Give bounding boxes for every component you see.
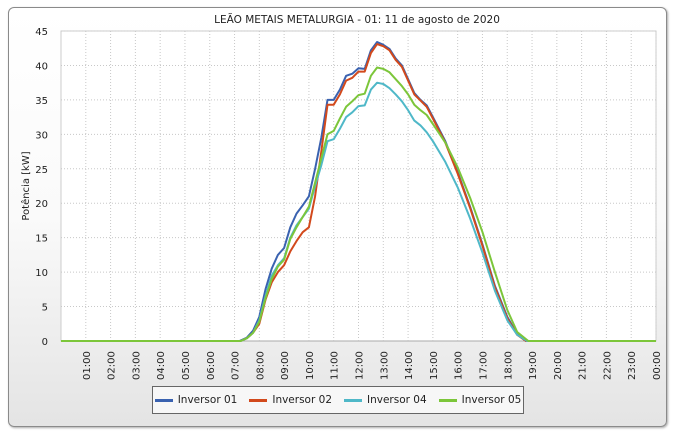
y-tick-label: 10 (35, 268, 48, 279)
x-tick-label: 15:00 (429, 351, 440, 380)
y-tick-label: 5 (42, 303, 48, 314)
x-tick-label: 22:00 (602, 351, 613, 380)
x-tick-label: 06:00 (206, 351, 217, 380)
series-line-inversor-05 (61, 66, 656, 342)
x-tick-label: 04:00 (156, 351, 167, 380)
legend-swatch (249, 398, 268, 402)
x-tick-label: 20:00 (553, 351, 564, 380)
y-tick-label: 0 (42, 337, 48, 348)
x-tick-label: 03:00 (131, 351, 142, 380)
x-tick-label: 01:00 (82, 351, 93, 380)
legend-label: Inversor 05 (461, 394, 522, 406)
legend: Inversor 01 Inversor 02 Inversor 04 Inverso… (152, 386, 524, 414)
legend-label: Inversor 02 (272, 394, 332, 406)
x-tick-label: 13:00 (379, 351, 390, 380)
legend-label: Inversor 04 (367, 394, 427, 406)
y-tick-label: 15 (35, 234, 48, 245)
y-tick-label: 40 (35, 61, 48, 72)
x-tick-label: 09:00 (280, 351, 291, 380)
x-tick-label: 05:00 (181, 351, 192, 380)
x-tick-label: 19:00 (528, 351, 539, 380)
x-tick-label: 10:00 (305, 351, 316, 380)
x-tick-label: 18:00 (503, 351, 514, 380)
series-line-inversor-02 (61, 43, 656, 342)
legend-swatch (344, 398, 362, 402)
y-tick-label: 35 (35, 96, 48, 107)
x-tick-label: 14:00 (404, 351, 415, 380)
plot-area (60, 30, 657, 342)
y-tick-label: 30 (35, 130, 48, 141)
legend-swatch (154, 398, 173, 402)
x-tick-label: 02:00 (107, 351, 118, 380)
y-tick-label: 45 (35, 27, 48, 38)
legend-item[interactable]: Inversor 04 (344, 394, 427, 406)
x-tick-label: 21:00 (578, 351, 589, 380)
x-tick-label: 16:00 (454, 351, 465, 380)
x-tick-label: 08:00 (255, 351, 266, 380)
legend-label: Inversor 01 (177, 394, 238, 406)
legend-swatch (438, 398, 457, 402)
y-axis-label: Potência [kW] (20, 151, 32, 220)
legend-item[interactable]: Inversor 02 (249, 394, 332, 406)
x-tick-label: 07:00 (231, 351, 242, 380)
x-tick-label: 11:00 (330, 351, 341, 380)
x-tick-label: 23:00 (627, 351, 638, 380)
x-tick-label: 17:00 (478, 351, 489, 380)
legend-item[interactable]: Inversor 01 (154, 394, 238, 406)
y-tick-label: 25 (35, 165, 48, 176)
x-tick-label: 12:00 (355, 351, 366, 380)
legend-item[interactable]: Inversor 05 (438, 394, 522, 406)
chart-title: LEÃO METAIS METALURGIA - 01: 11 de agost… (214, 13, 500, 26)
y-tick-label: 20 (35, 199, 48, 210)
x-tick-label: 00:00 (652, 351, 663, 380)
